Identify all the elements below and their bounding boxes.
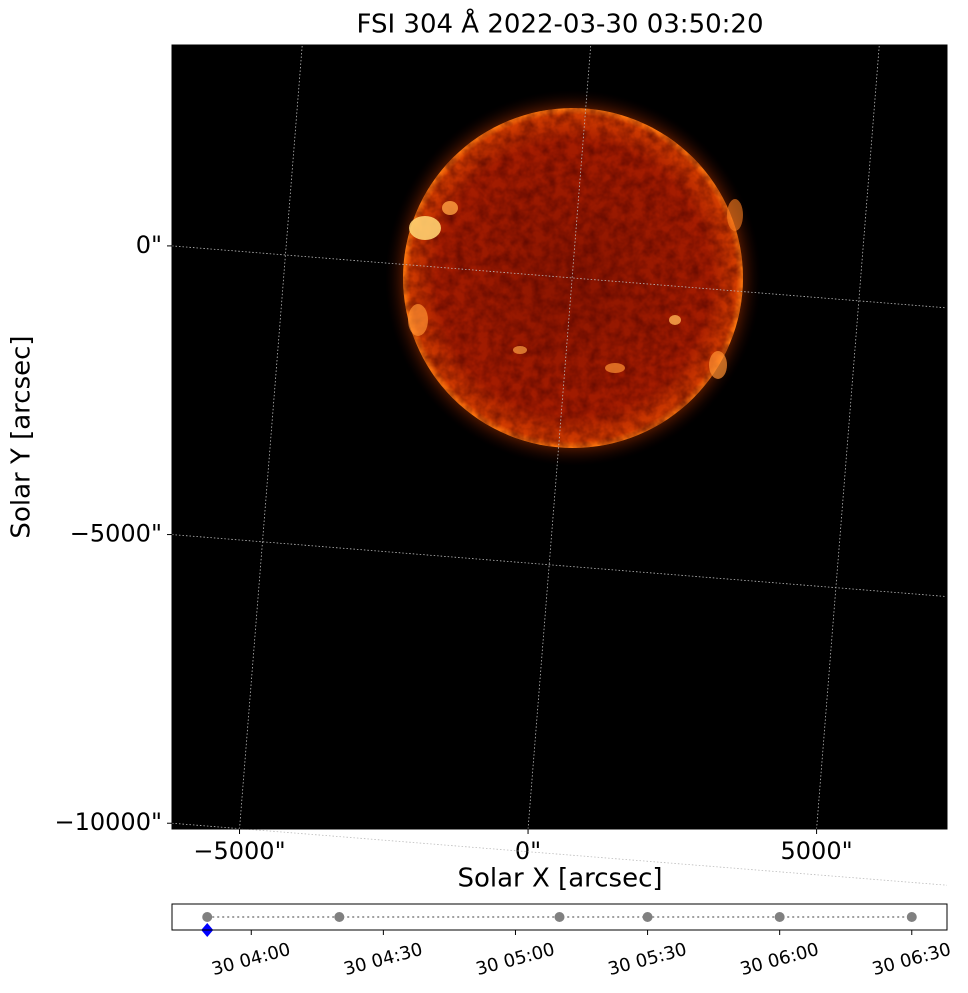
x-tick-label: 30 05:30 xyxy=(606,939,689,980)
x-axis-label: Solar X [arcsec] xyxy=(457,864,662,894)
sun-image xyxy=(385,90,761,466)
chart-title: FSI 304 Å 2022-03-30 03:50:20 xyxy=(356,8,763,40)
timeline-point xyxy=(642,912,653,922)
timeline-point xyxy=(554,912,565,922)
timeline-point xyxy=(334,912,345,922)
timeline-point xyxy=(202,912,213,922)
x-tick-label: 30 04:30 xyxy=(342,939,425,980)
x-tick-label: 0" xyxy=(515,837,541,865)
y-tick-label: 0" xyxy=(136,231,162,259)
plot-frame xyxy=(171,44,948,830)
grid-line xyxy=(171,534,948,597)
x-tick-label: 30 06:00 xyxy=(738,939,821,980)
grid-line xyxy=(171,822,948,886)
y-tick-label: −5000" xyxy=(70,520,162,548)
timeline-point xyxy=(906,912,917,922)
plot-layer: −5000" 0" 5000" 0" −5000" −10000" 30 04:00 30 0… xyxy=(55,44,953,980)
x-tick-label: −5000" xyxy=(193,837,285,865)
timeline-frame xyxy=(171,903,948,931)
x-tick-label: 5000" xyxy=(781,837,853,865)
x-tick-label: 30 06:30 xyxy=(870,939,953,980)
y-axis-label: Solar Y [arcsec] xyxy=(7,335,37,538)
y-tick-label: −10000" xyxy=(55,808,163,836)
grid-line xyxy=(239,44,303,830)
grid-line xyxy=(816,44,880,830)
grid-line xyxy=(171,245,948,309)
x-tick-label: 30 04:00 xyxy=(210,939,293,980)
timeline-point xyxy=(774,912,785,922)
x-tick-label: 30 05:00 xyxy=(474,939,557,980)
grid-line xyxy=(527,44,592,830)
